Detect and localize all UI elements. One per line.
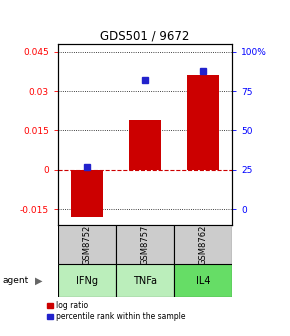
Text: IL4: IL4 xyxy=(196,276,210,286)
Text: GSM8757: GSM8757 xyxy=(140,224,150,265)
Text: GSM8762: GSM8762 xyxy=(198,224,208,265)
Bar xyxy=(187,75,219,170)
Bar xyxy=(174,225,232,264)
Legend: log ratio, percentile rank within the sample: log ratio, percentile rank within the sa… xyxy=(47,301,186,322)
Bar xyxy=(129,120,161,170)
Bar xyxy=(58,225,116,264)
Bar xyxy=(71,170,103,217)
Text: TNFa: TNFa xyxy=(133,276,157,286)
Text: IFNg: IFNg xyxy=(76,276,98,286)
Text: GSM8752: GSM8752 xyxy=(82,224,92,264)
Title: GDS501 / 9672: GDS501 / 9672 xyxy=(100,30,190,43)
Text: ▶: ▶ xyxy=(35,276,42,286)
Bar xyxy=(116,225,174,264)
Bar xyxy=(58,264,116,297)
Text: agent: agent xyxy=(3,276,29,285)
Bar xyxy=(174,264,232,297)
Bar xyxy=(116,264,174,297)
